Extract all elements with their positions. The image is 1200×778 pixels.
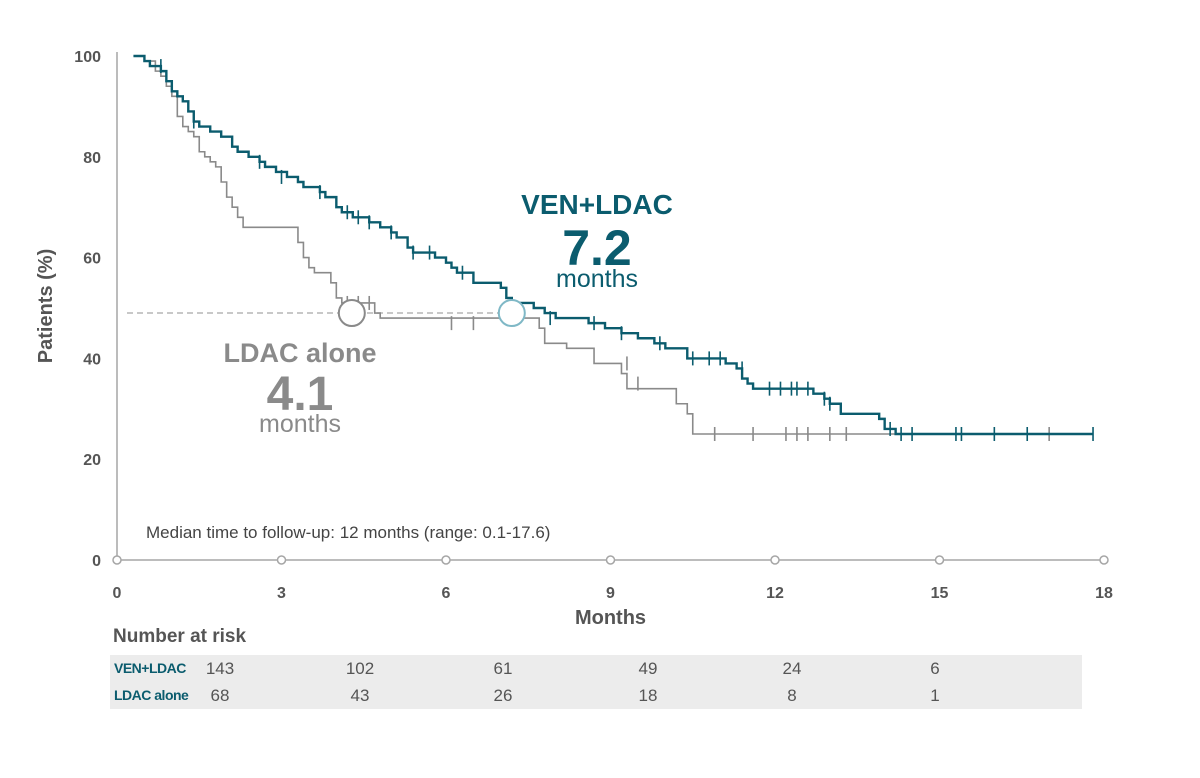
ven-median-marker xyxy=(497,299,526,328)
follow-up-note: Median time to follow-up: 12 months (ran… xyxy=(146,523,550,542)
risk-count-cell: 68 xyxy=(210,686,230,705)
y-tick-label: 40 xyxy=(83,351,101,368)
risk-count-cell: 1 xyxy=(930,686,940,705)
ven-ldac-median-unit: months xyxy=(556,265,638,293)
risk-row-label: LDAC alone xyxy=(114,687,189,703)
x-tick-label: 15 xyxy=(931,585,949,602)
risk-count-cell: 24 xyxy=(782,659,802,678)
y-axis-title: Patients (%) xyxy=(35,249,57,363)
x-tick-marker xyxy=(441,555,451,565)
y-tick-label: 100 xyxy=(74,49,101,66)
risk-count-cell: 61 xyxy=(493,659,513,678)
ldac-alone-survival-line xyxy=(133,55,1066,435)
ldac-alone-median-unit: months xyxy=(259,410,341,438)
x-tick-marker xyxy=(605,555,616,565)
y-tick-label: 80 xyxy=(83,150,101,167)
ven-ldac-label: VEN+LDAC xyxy=(521,189,673,220)
x-tick-label: 3 xyxy=(277,585,286,602)
ven-ldac-median-value: 7.2 xyxy=(562,220,632,276)
risk-count-cell: 102 xyxy=(345,659,375,678)
x-axis-title: Months xyxy=(575,607,646,629)
axes-layer: 0 3 6 9 12 15 18 0 20 40 60 80 100 Months Patients (%)… xyxy=(35,49,1113,629)
ldac-alone-median-value: 4.1 xyxy=(267,368,334,421)
x-tick-marker xyxy=(770,555,780,565)
ldac-alone-label: LDAC alone xyxy=(223,338,376,368)
x-tick-marker xyxy=(934,555,945,565)
risk-count-cell: 26 xyxy=(493,686,513,705)
x-tick-label: 6 xyxy=(442,585,451,602)
x-tick-label: 18 xyxy=(1095,585,1113,602)
x-tick-label: 0 xyxy=(113,585,122,602)
risk-count-cell: 8 xyxy=(787,686,797,705)
y-tick-label: 0 xyxy=(92,553,101,570)
risk-count-cell: 43 xyxy=(350,686,370,705)
x-tick-label: 12 xyxy=(766,585,784,602)
x-tick-label: 9 xyxy=(606,585,615,602)
x-tick-marker xyxy=(276,555,287,565)
risk-count-cell: 18 xyxy=(638,686,658,705)
risk-count-cell: 6 xyxy=(930,659,940,678)
risk-row-ven: VEN+LDAC 143 102 61 49 24 6 xyxy=(110,655,1082,682)
number-at-risk-title: Number at risk xyxy=(113,626,247,647)
x-tick-marker xyxy=(1099,555,1109,565)
risk-count-cell: 143 xyxy=(205,659,235,678)
y-tick-label: 20 xyxy=(83,452,101,469)
ven-ldac-survival-line xyxy=(133,54,1094,436)
risk-row-label: VEN+LDAC xyxy=(114,660,186,676)
ldac-median-marker xyxy=(337,299,366,328)
risk-row-ldac: LDAC alone 68 43 26 18 8 1 xyxy=(110,682,1082,709)
risk-count-cell: 49 xyxy=(638,659,658,678)
y-tick-label: 60 xyxy=(83,251,101,268)
x-tick-marker xyxy=(112,555,122,565)
